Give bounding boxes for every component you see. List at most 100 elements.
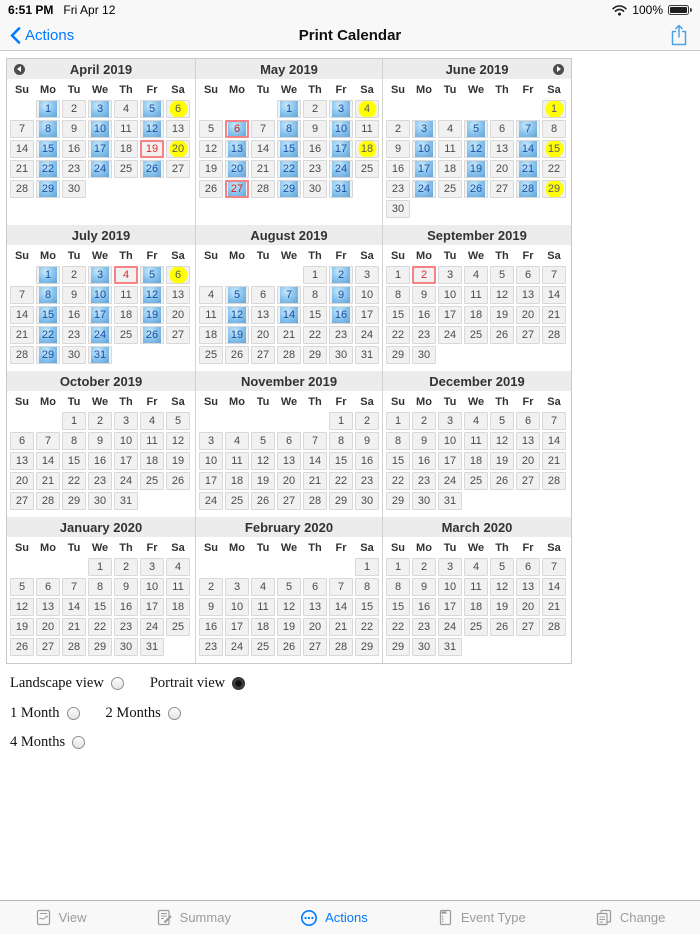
day-of-week-label: Tu (443, 250, 457, 262)
day-cell: 4 (464, 266, 488, 284)
day-cell: 8 (36, 286, 60, 304)
tab-view[interactable]: View (35, 909, 87, 926)
day-of-week-label: Mo (416, 250, 432, 262)
day-cell: 6 (166, 266, 190, 284)
day-cell: 4 (438, 120, 462, 138)
tab-event-type[interactable]: Event Type (437, 909, 526, 926)
day-cell: 18 (114, 306, 138, 324)
day-cell: 6 (303, 578, 327, 596)
day-cell: 27 (225, 180, 249, 198)
day-cell: 22 (386, 326, 410, 344)
day-cell: 18 (355, 140, 379, 158)
month-header: July 2019 (7, 225, 195, 245)
day-cell: 25 (114, 326, 138, 344)
day-cell: 17 (88, 306, 112, 324)
day-cell: 13 (277, 452, 301, 470)
day-cell: 21 (542, 452, 566, 470)
day-cell: 26 (464, 180, 488, 198)
tab-label: Actions (325, 910, 368, 925)
day-cell: 20 (516, 598, 540, 616)
day-cell: 7 (542, 266, 566, 284)
day-of-week-label: Sa (547, 250, 561, 262)
quarter-row: January 2020 Su Mo Tu We Th Fr Sa 1 2 3 4 5 6 7 8 9 10 11 1… (7, 517, 571, 663)
day-cell: 26 (10, 638, 34, 656)
day-cell: 14 (62, 598, 86, 616)
day-of-week-label: Th (119, 396, 133, 408)
day-cell-empty (251, 412, 275, 430)
days-grid: Su Mo Tu We Th Fr Sa 1 2 3 4 5 6 7 8 9 10 11 12 13 14 15 16 17 1… (10, 249, 195, 364)
day-cell: 29 (386, 346, 410, 364)
next-month-button[interactable] (553, 63, 564, 75)
day-of-week-label: We (91, 84, 109, 96)
day-cell: 25 (251, 638, 275, 656)
day-cell: 24 (438, 618, 462, 636)
month-header: November 2019 (196, 371, 382, 391)
month-title: November 2019 (240, 373, 338, 389)
day-cell: 18 (140, 452, 164, 470)
day-cell: 13 (36, 598, 60, 616)
day-cell: 15 (542, 140, 566, 158)
day-cell: 21 (10, 160, 34, 178)
day-cell: 27 (36, 638, 60, 656)
day-cell: 15 (62, 452, 86, 470)
radio-landscape-view[interactable] (110, 677, 124, 690)
tab-summay[interactable]: Summay (156, 909, 231, 926)
day-of-week-label: Su (203, 84, 219, 96)
status-date: Fri Apr 12 (63, 3, 116, 17)
day-cell: 20 (166, 306, 190, 324)
day-cell: 4 (225, 432, 249, 450)
day-of-week-label: Su (390, 250, 406, 262)
day-of-week-label: Su (14, 84, 30, 96)
day-cell: 6 (36, 578, 60, 596)
month-header: October 2019 (7, 371, 195, 391)
day-cell: 18 (166, 598, 190, 616)
day-cell: 22 (386, 618, 410, 636)
month-header: June 2019 (383, 59, 571, 79)
day-cell: 22 (329, 472, 353, 490)
day-cell-empty (329, 558, 353, 576)
day-cell: 24 (329, 160, 353, 178)
radio-2-months[interactable] (167, 706, 181, 720)
share-button[interactable] (670, 24, 688, 46)
tab-change[interactable]: Change (595, 909, 665, 926)
day-cell: 9 (88, 432, 112, 450)
back-button[interactable]: Actions (10, 27, 74, 44)
option-1-month: 1 Month (10, 705, 80, 722)
day-cell: 11 (114, 120, 138, 138)
prev-month-button[interactable] (14, 63, 25, 75)
radio-4-months[interactable] (72, 736, 86, 749)
day-cell: 25 (225, 492, 249, 510)
radio-1-month[interactable] (66, 706, 80, 720)
day-cell: 8 (62, 432, 86, 450)
day-cell: 21 (542, 306, 566, 324)
day-cell-empty (438, 100, 462, 118)
day-cell: 8 (542, 120, 566, 138)
day-cell-empty (464, 100, 488, 118)
day-of-week-label: Mo (416, 542, 432, 554)
day-cell-empty (516, 100, 540, 118)
day-cell: 10 (199, 452, 223, 470)
month-title: June 2019 (445, 61, 509, 77)
day-cell: 11 (114, 286, 138, 304)
day-of-week-label: We (467, 84, 485, 96)
day-cell: 3 (355, 266, 379, 284)
day-cell: 17 (199, 472, 223, 490)
day-of-week-label: Tu (67, 84, 81, 96)
day-cell: 23 (329, 326, 353, 344)
day-cell: 27 (516, 326, 540, 344)
day-cell: 23 (62, 326, 86, 344)
days-grid: Su Mo Tu We Th Fr Sa 1 2 3 4 5 6 7 8 9 10 11 12 13 14 15 16 17 1… (199, 395, 382, 510)
day-of-week-label: Sa (547, 542, 561, 554)
tab-actions[interactable]: Actions (300, 909, 368, 927)
day-cell: 28 (277, 346, 301, 364)
month-title: December 2019 (429, 373, 525, 389)
day-cell: 17 (114, 452, 138, 470)
day-cell: 13 (166, 286, 190, 304)
day-cell: 22 (542, 160, 566, 178)
day-of-week-label: Su (14, 250, 30, 262)
day-cell: 22 (386, 472, 410, 490)
day-cell: 6 (490, 120, 514, 138)
month-title: May 2019 (260, 61, 318, 77)
day-cell: 20 (36, 618, 60, 636)
radio-portrait-view[interactable] (232, 677, 246, 690)
